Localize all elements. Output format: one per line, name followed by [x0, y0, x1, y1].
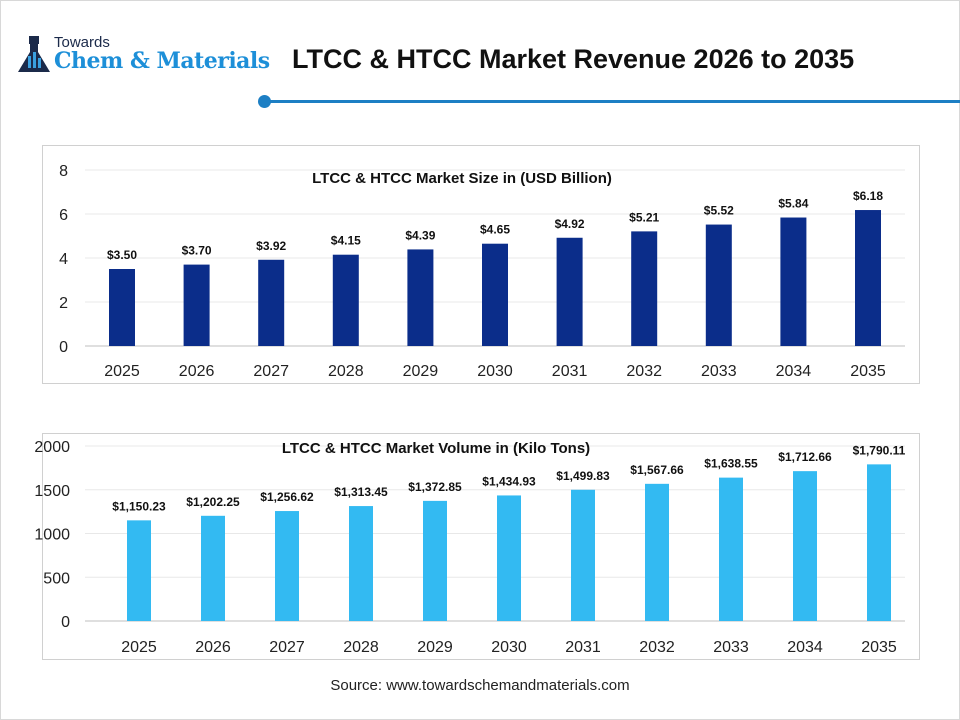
x-tick-label: 2035	[861, 639, 897, 656]
data-label: $1,712.66	[778, 450, 832, 464]
x-tick-label: 2031	[552, 363, 588, 380]
y-tick-label: 1500	[34, 483, 70, 500]
x-tick-label: 2031	[565, 639, 601, 656]
data-label: $1,372.85	[408, 480, 462, 494]
bar	[556, 237, 583, 346]
y-tick-label: 1000	[34, 527, 70, 544]
x-tick-label: 2025	[104, 363, 140, 380]
bar	[332, 254, 359, 346]
x-tick-label: 2026	[179, 363, 215, 380]
x-tick-label: 2029	[403, 363, 439, 380]
title-rule	[266, 100, 960, 103]
data-label: $5.84	[778, 197, 808, 211]
x-tick-label: 2025	[121, 639, 157, 656]
y-tick-label: 8	[59, 163, 68, 180]
data-label: $3.50	[107, 248, 137, 262]
data-label: $6.18	[853, 189, 883, 203]
data-label: $1,790.11	[853, 443, 906, 457]
x-tick-label: 2035	[850, 363, 886, 380]
logo-main-text: Chem & Materials	[54, 48, 270, 74]
bar	[793, 471, 817, 621]
x-tick-label: 2030	[477, 363, 513, 380]
y-tick-label: 0	[61, 614, 70, 631]
data-label: $4.65	[480, 223, 510, 237]
bar	[349, 506, 373, 621]
bar	[780, 217, 807, 346]
x-tick-label: 2027	[269, 639, 305, 656]
y-tick-label: 2000	[34, 439, 70, 456]
bar	[201, 515, 225, 621]
data-label: $1,313.45	[334, 485, 388, 499]
bar	[855, 210, 881, 346]
x-tick-label: 2028	[343, 639, 379, 656]
x-tick-label: 2029	[417, 639, 453, 656]
data-label: $1,499.83	[556, 469, 610, 483]
x-tick-label: 2034	[787, 639, 823, 656]
logo-top-text: Towards	[54, 34, 110, 51]
bar	[258, 259, 285, 346]
bar	[183, 264, 210, 346]
chart-volume-panel	[42, 433, 920, 660]
x-tick-label: 2030	[491, 639, 527, 656]
y-tick-label: 500	[43, 570, 70, 587]
bar	[571, 489, 595, 621]
bar	[109, 269, 135, 346]
chart-title: LTCC & HTCC Market Volume in (Kilo Tons)	[282, 440, 590, 457]
x-tick-label: 2027	[253, 363, 289, 380]
bar	[482, 243, 508, 346]
bar	[719, 477, 743, 621]
y-tick-label: 2	[59, 295, 68, 312]
x-tick-label: 2032	[626, 363, 662, 380]
title-rule-dot	[258, 95, 271, 108]
bar	[407, 249, 434, 346]
logo: Towards Chem & Materials	[18, 34, 270, 81]
source-text: Source: www.towardschemandmaterials.com	[330, 677, 630, 694]
data-label: $5.52	[704, 204, 734, 218]
data-label: $1,434.93	[482, 474, 536, 488]
x-tick-label: 2034	[776, 363, 812, 380]
data-label: $1,202.25	[186, 495, 240, 509]
x-tick-label: 2033	[713, 639, 749, 656]
data-label: $1,567.66	[630, 463, 684, 477]
data-label: $5.21	[629, 210, 659, 224]
data-label: $1,256.62	[260, 490, 314, 504]
bar	[497, 495, 521, 621]
y-tick-label: 4	[59, 251, 68, 268]
bar	[423, 500, 447, 621]
bar	[705, 224, 732, 346]
data-label: $1,150.23	[112, 499, 166, 513]
data-label: $1,638.55	[704, 457, 758, 471]
page-title: LTCC & HTCC Market Revenue 2026 to 2035	[292, 44, 855, 74]
data-label: $4.92	[555, 217, 585, 231]
bar	[127, 520, 151, 621]
data-label: $4.15	[331, 234, 361, 248]
chart-size-panel	[42, 145, 920, 384]
y-tick-label: 0	[59, 339, 68, 356]
bar	[645, 483, 669, 621]
bar	[631, 231, 658, 346]
bar	[275, 511, 299, 621]
x-tick-label: 2032	[639, 639, 675, 656]
bar	[867, 464, 891, 621]
data-label: $3.70	[182, 244, 212, 258]
y-tick-label: 6	[59, 207, 68, 224]
x-tick-label: 2028	[328, 363, 364, 380]
data-label: $4.39	[405, 228, 435, 242]
chart-title: LTCC & HTCC Market Size in (USD Billion)	[312, 170, 612, 187]
flask-icon	[18, 36, 50, 72]
data-label: $3.92	[256, 239, 286, 253]
x-tick-label: 2033	[701, 363, 737, 380]
x-tick-label: 2026	[195, 639, 231, 656]
